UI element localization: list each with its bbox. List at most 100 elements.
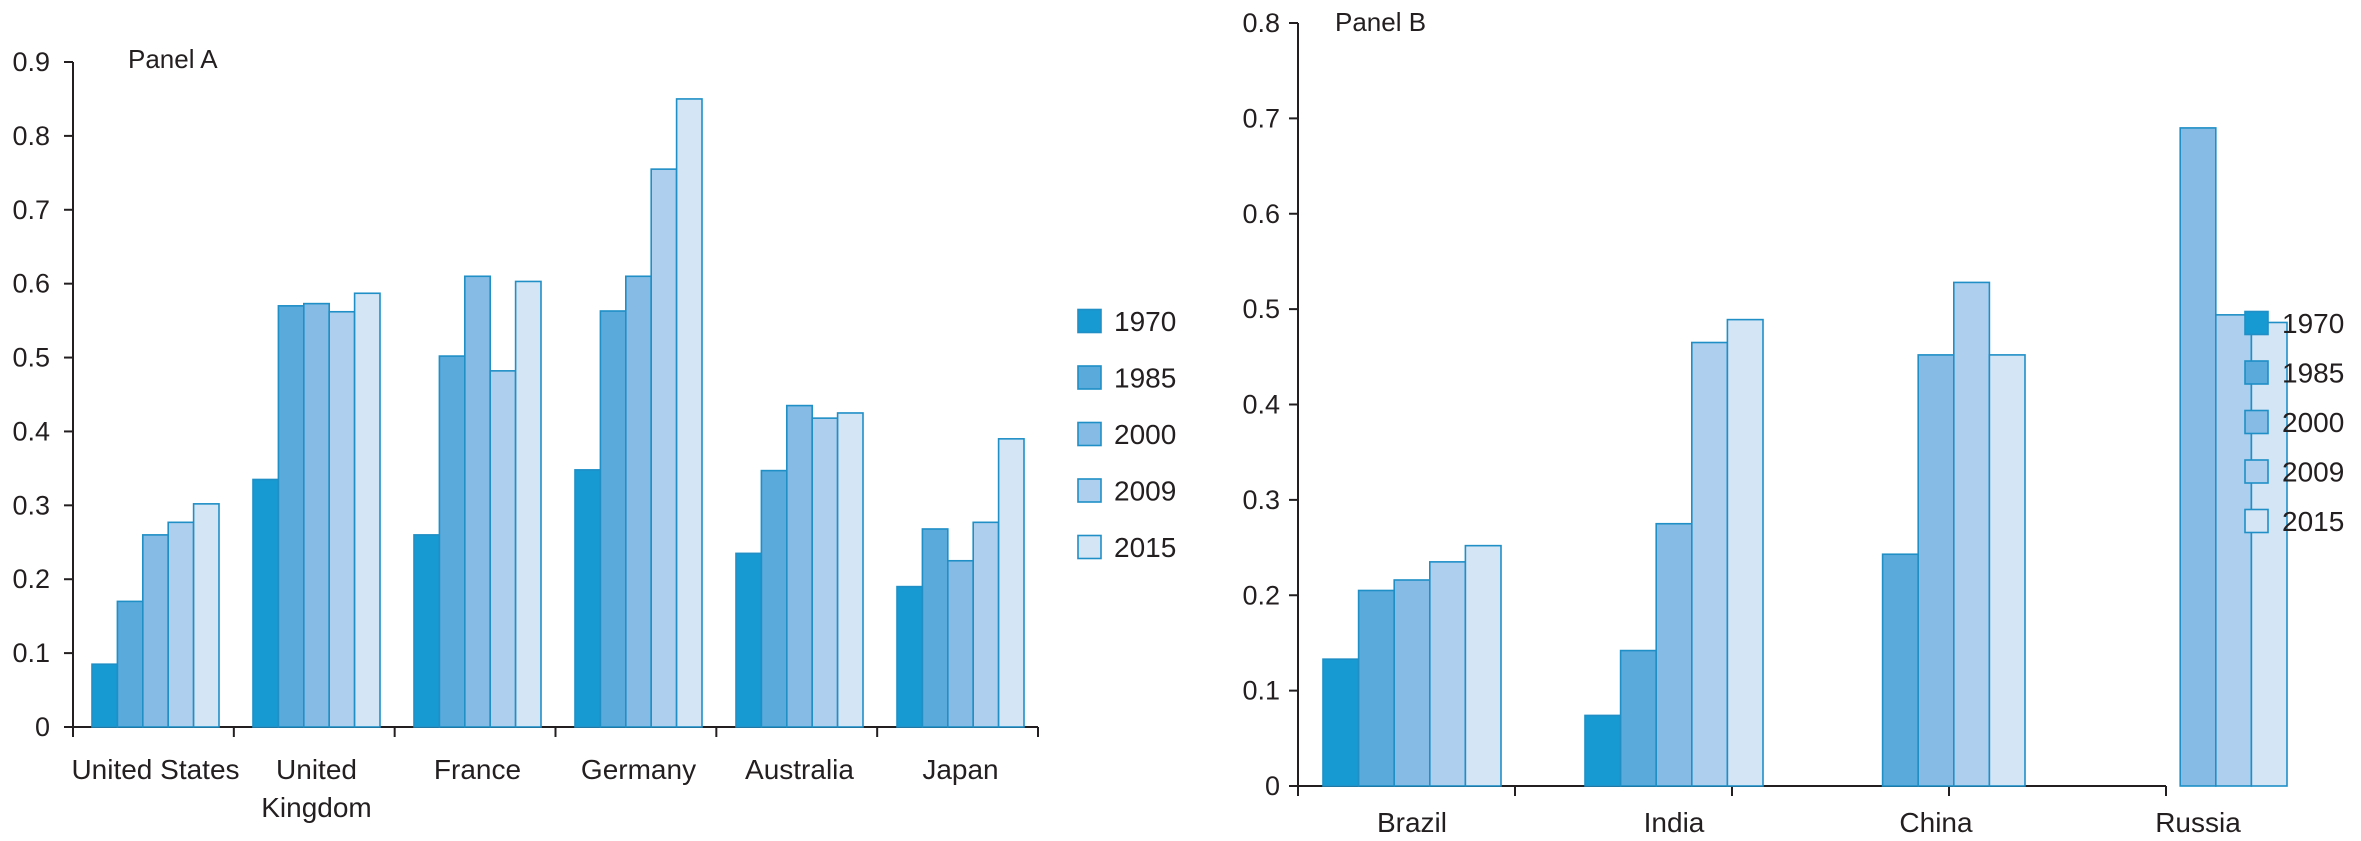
- panel-a-bar-germany-1985: [599, 310, 627, 728]
- panel-a-bar-germany-2009: [650, 168, 678, 728]
- panel-b-bar-brazil-2009: [1429, 561, 1467, 787]
- panel-b-legend-swatch-1985: [2244, 360, 2269, 385]
- panel-a-bar-france-2000: [463, 275, 491, 728]
- panel-a-bar-united-kingdom-2009: [328, 310, 356, 728]
- panel-a-bar-france-1985: [438, 355, 466, 728]
- panel-b-bar-china-2009: [1953, 281, 1991, 787]
- panel-b-category-label: Brazil: [1377, 807, 1447, 838]
- panel-b-legend-swatch-2015: [2244, 508, 2269, 534]
- panel-a-bar-united-kingdom-1985: [277, 305, 305, 728]
- panel-b-bar-brazil-2000: [1393, 579, 1431, 787]
- panel-a-category-label: Kingdom: [261, 792, 372, 823]
- panel-a-bar-united-states-2015: [192, 503, 220, 728]
- panel-a-y-tick-label: 0.8: [12, 121, 50, 151]
- panel-b-title: Panel B: [1335, 7, 1426, 37]
- panel-a-y-tick-label: 0.1: [12, 638, 50, 668]
- panel-b-bar-china-1985: [1881, 553, 1919, 787]
- panel-b-legend-label-1970: 1970: [2282, 308, 2344, 339]
- panel-a-y-tick-label: 0.7: [12, 195, 50, 225]
- panel-b-bar-russia-2000: [2179, 127, 2217, 787]
- panel-a-bar-japan-1985: [921, 528, 949, 728]
- panel-a-bar-united-kingdom-2000: [302, 302, 330, 728]
- panel-b-category-label: China: [1899, 807, 1973, 838]
- panel-a-legend-swatch-2000: [1077, 421, 1102, 447]
- panel-a-bar-australia-1970: [735, 552, 763, 728]
- panel-a-legend-swatch-1970: [1077, 308, 1102, 334]
- panel-a-bar-germany-2015: [675, 98, 703, 728]
- panel-a-bar-japan-2015: [997, 438, 1025, 728]
- panel-a-bar-united-kingdom-2015: [353, 292, 381, 728]
- panel-b-category-label: Russia: [2155, 807, 2241, 838]
- panel-a-category-label: United States: [71, 754, 239, 785]
- panel-b-bar-india-2000: [1655, 522, 1693, 787]
- panel-b-y-tick-label: 0.4: [1242, 390, 1280, 420]
- panel-a-bar-united-states-1970: [91, 663, 119, 728]
- panel-a-bar-japan-1970: [896, 585, 924, 728]
- panel-a-y-tick-label: 0.3: [12, 490, 50, 520]
- panel-b-bar-india-1985: [1619, 649, 1657, 787]
- panel-a-y-tick-label: 0.2: [12, 564, 50, 594]
- panel-a-y-tick-label: 0: [35, 712, 50, 742]
- panel-b-legend-label-2000: 2000: [2282, 407, 2344, 438]
- panel-b-bar-india-1970: [1584, 714, 1622, 787]
- panel-b-legend-label-2015: 2015: [2282, 506, 2344, 537]
- panel-b-bar-brazil-2015: [1464, 544, 1502, 787]
- panel-b-bar-india-2009: [1691, 341, 1729, 787]
- panel-a-bar-france-1970: [413, 534, 441, 728]
- panel-b-bar-china-2015: [1988, 354, 2026, 787]
- panel-a-y-tick-label: 0.6: [12, 269, 50, 299]
- panel-b-y-tick-label: 0.2: [1242, 580, 1280, 610]
- panel-b-y-tick-label: 0.5: [1242, 294, 1280, 324]
- panel-b-legend-label-2009: 2009: [2282, 457, 2344, 488]
- panel-a-bar-australia-1985: [760, 469, 788, 728]
- panel-b-y-tick-label: 0.6: [1242, 199, 1280, 229]
- panel-a-bar-united-kingdom-1970: [252, 478, 280, 728]
- panel-a-category-label: Australia: [745, 754, 854, 785]
- panel-b-bar-china-2000: [1917, 354, 1955, 787]
- panel-b-bar-india-2015: [1726, 318, 1764, 787]
- panel-b-y-tick-label: 0.3: [1242, 485, 1280, 515]
- panel-a-bar-australia-2000: [785, 404, 813, 728]
- panel-a-bar-australia-2015: [836, 412, 864, 728]
- panel-b-y-tick-label: 0: [1265, 771, 1280, 801]
- panel-b-legend-swatch-2009: [2244, 459, 2269, 484]
- panel-a-legend-label-2015: 2015: [1114, 532, 1176, 563]
- panel-b-bar-brazil-1970: [1322, 658, 1360, 787]
- panel-a-bar-germany-1970: [574, 469, 602, 728]
- panel-a-legend-swatch-2009: [1077, 478, 1102, 503]
- panel-a-y-tick-label: 0.4: [12, 416, 50, 446]
- panel-a-bar-united-states-2000: [142, 534, 170, 728]
- panel-a-category-label: Germany: [581, 754, 696, 785]
- panel-b-y-tick-label: 0.1: [1242, 676, 1280, 706]
- panel-b-legend-label-1985: 1985: [2282, 358, 2344, 389]
- panel-b-legend-swatch-2000: [2244, 409, 2269, 435]
- panel-a-title: Panel A: [128, 44, 218, 74]
- panel-a-bar-france-2009: [489, 370, 517, 728]
- panel-a-legend-label-2009: 2009: [1114, 476, 1176, 507]
- panel-b-category-label: India: [1644, 807, 1705, 838]
- panel-a-category-label: France: [434, 754, 521, 785]
- panel-a-y-tick-label: 0.5: [12, 343, 50, 373]
- panel-b-bar-russia-2009: [2215, 314, 2253, 787]
- panel-b-y-tick-label: 0.7: [1242, 103, 1280, 133]
- panel-a-category-label: Japan: [922, 754, 998, 785]
- panel-a-legend-swatch-1985: [1077, 365, 1102, 390]
- panel-a-y-tick-label: 0.9: [12, 47, 50, 77]
- panel-b-bar-russia-2015: [2250, 321, 2288, 787]
- panel-b-legend-swatch-1970: [2244, 310, 2269, 336]
- panel-b-bar-brazil-1985: [1357, 589, 1395, 787]
- panel-b-y-tick-label: 0.8: [1242, 8, 1280, 38]
- panel-b-chart: Panel B 0 0.1 0.2 0.3 0.4 0.5 0.6 0.7 0.8 Brazil I…: [1242, 7, 2344, 838]
- panel-a-bar-germany-2000: [624, 275, 652, 728]
- panel-a-chart: Panel A 0 0.1 0.2 0.3 0.4 0.5 0.6 0.7 0.8 0.9 Unit…: [12, 44, 1176, 823]
- panel-a-legend-label-1985: 1985: [1114, 363, 1176, 394]
- panel-a-bar-france-2015: [514, 280, 542, 728]
- panel-a-legend-label-2000: 2000: [1114, 419, 1176, 450]
- panel-a-legend-swatch-2015: [1077, 534, 1102, 560]
- panel-a-legend-label-1970: 1970: [1114, 306, 1176, 337]
- panel-a-bar-united-states-2009: [167, 521, 195, 728]
- panel-a-bar-japan-2009: [972, 521, 1000, 728]
- panel-a-bar-united-states-1985: [116, 600, 144, 728]
- panel-a-category-label: United: [276, 754, 357, 785]
